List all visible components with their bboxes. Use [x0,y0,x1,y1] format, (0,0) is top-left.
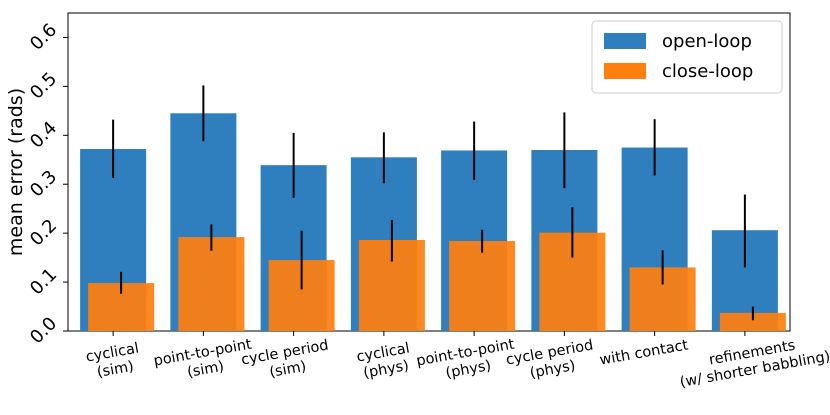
bar-close-loop [719,312,786,331]
y-tick-label: 0.3 [26,166,61,201]
x-tick-label-line: (phys) [444,358,492,382]
y-axis-label: mean error (rads) [5,88,27,256]
x-tick-label: point-to-point(phys) [415,337,516,382]
y-tick-label: 0.1 [26,264,61,299]
x-tick-label-line: with contact [598,337,689,368]
x-tick-label-line: (sim) [186,359,225,381]
y-tick-label: 0.4 [26,117,61,152]
y-tick-label: 0.6 [26,20,61,55]
y-tick-label: 0.2 [26,215,61,250]
legend-label: close-loop [662,61,753,82]
legend-swatch [604,33,646,49]
x-tick-label-line: (sim) [96,359,135,381]
x-tick-label: with contact [598,337,689,368]
plot-frame [67,12,791,332]
x-tick-label: cycle period(phys) [505,338,595,382]
y-tick-label: 0.0 [26,313,61,348]
legend-swatch [604,63,646,79]
x-tick-label: cyclical(phys) [355,341,410,382]
y-tick-label: 0.5 [26,68,61,103]
legend-label: open-loop [662,31,752,52]
x-tick-label: cycle period(sim) [240,338,330,381]
x-tick-label-line: (sim) [268,359,307,381]
x-tick-label-line: (phys) [362,358,410,382]
bar-close-loop [178,237,245,331]
x-tick-label-line: (phys) [529,358,577,382]
bar-close-loop [449,240,516,331]
x-tick-label: refinements(w/ shorter babbling) [679,338,830,391]
x-tick-label: cyclical(sim) [85,341,140,381]
